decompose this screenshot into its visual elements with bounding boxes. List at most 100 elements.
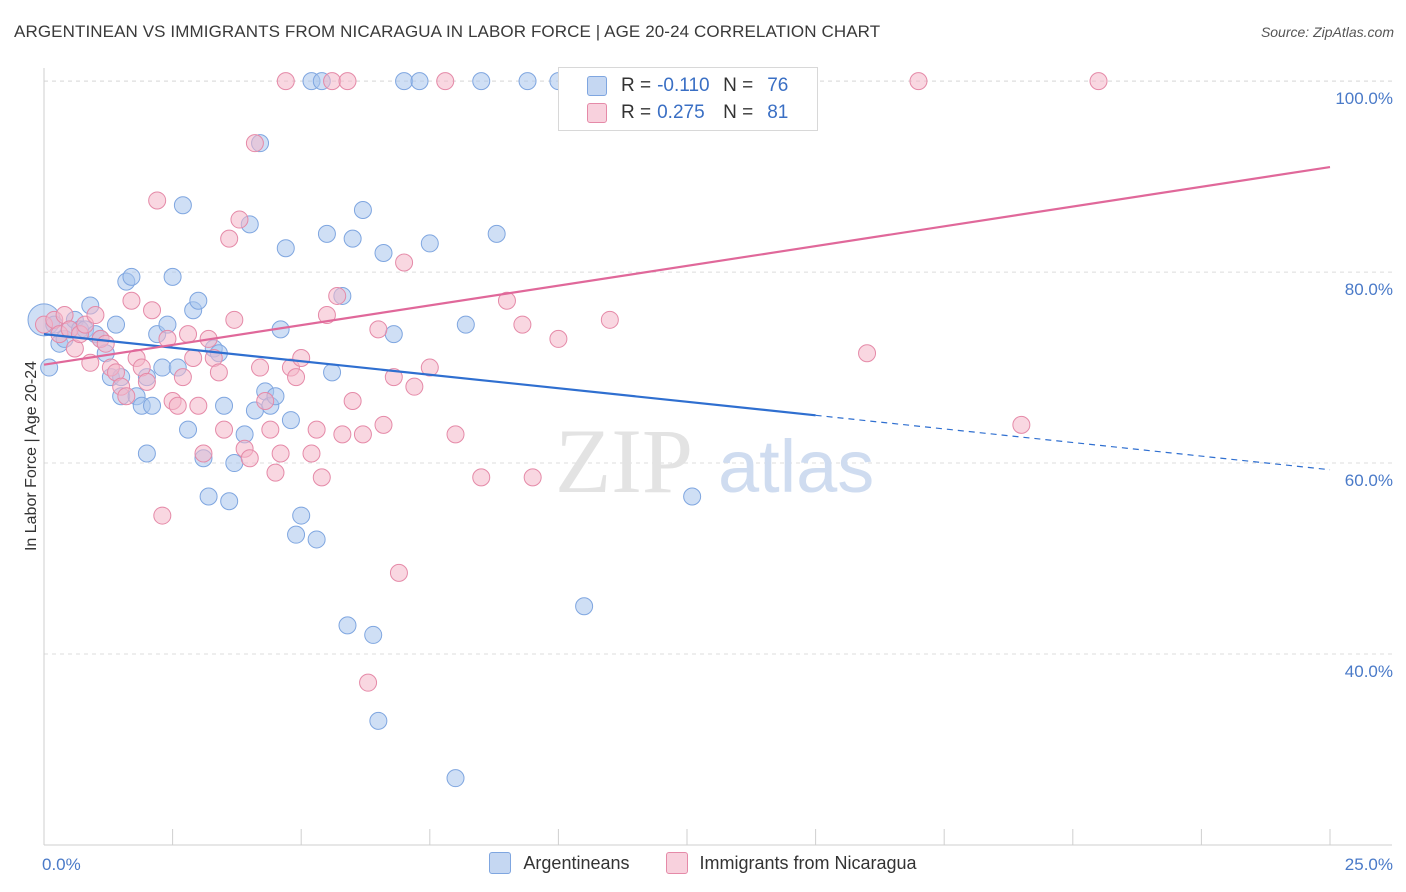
point-argentineans: [384, 325, 403, 344]
point-argentineans: [343, 229, 362, 248]
x-tick-label: 0.0%: [42, 855, 81, 874]
point-nicaragua: [225, 310, 244, 329]
point-argentineans: [225, 454, 244, 473]
point-nicaragua: [317, 306, 336, 325]
point-argentineans: [395, 72, 414, 91]
point-nicaragua: [245, 134, 264, 153]
point-nicaragua: [184, 349, 203, 368]
axes: [43, 68, 1392, 846]
legend-r-key: R =: [621, 75, 652, 96]
point-argentineans: [179, 420, 198, 439]
watermark: ZIP atlas: [555, 410, 874, 512]
point-nicaragua: [389, 563, 408, 582]
point-argentineans: [287, 525, 306, 544]
point-argentineans: [575, 597, 594, 616]
point-nicaragua: [436, 72, 455, 91]
y-tick-label: 80.0%: [1345, 280, 1393, 299]
legend-n-key: N =: [723, 102, 754, 123]
point-nicaragua: [86, 306, 105, 325]
point-argentineans: [122, 267, 141, 286]
point-argentineans: [374, 243, 393, 262]
correlation-legend: R = -0.110 N = 76 R = 0.275 N = 81: [558, 67, 818, 131]
legend-swatch-nicaragua: [587, 103, 607, 123]
point-nicaragua: [858, 344, 877, 363]
series-legend: Argentineans Immigrants from Nicaragua: [0, 852, 1406, 874]
point-nicaragua: [251, 358, 270, 377]
point-nicaragua: [395, 253, 414, 272]
point-nicaragua: [220, 229, 239, 248]
y-tick-label: 60.0%: [1345, 471, 1393, 490]
series-legend-nicaragua: Immigrants from Nicaragua: [665, 852, 917, 874]
point-nicaragua: [276, 72, 295, 91]
watermark-atlas: atlas: [718, 425, 874, 508]
point-nicaragua: [189, 396, 208, 415]
point-argentineans: [323, 363, 342, 382]
point-nicaragua: [148, 191, 167, 210]
legend-r-value: 0.275: [657, 102, 705, 123]
point-nicaragua: [384, 368, 403, 387]
point-argentineans: [317, 224, 336, 243]
point-nicaragua: [333, 425, 352, 444]
point-argentineans: [153, 358, 172, 377]
point-nicaragua: [405, 377, 424, 396]
point-nicaragua: [343, 391, 362, 410]
point-argentineans: [518, 72, 537, 91]
point-argentineans: [143, 396, 162, 415]
point-nicaragua: [153, 506, 172, 525]
watermark-zip: ZIP: [555, 410, 693, 512]
legend-n-value: 81: [767, 102, 789, 123]
point-nicaragua: [173, 368, 192, 387]
series-swatch-nicaragua: [665, 852, 688, 874]
y-tick-label: 100.0%: [1335, 89, 1393, 108]
point-argentineans: [472, 72, 491, 91]
legend-r-value: -0.110: [657, 75, 710, 96]
point-nicaragua: [271, 444, 290, 463]
point-nicaragua: [446, 425, 465, 444]
point-argentineans: [163, 267, 182, 286]
point-nicaragua: [312, 468, 331, 487]
point-argentineans: [137, 444, 156, 463]
point-argentineans: [292, 506, 311, 525]
point-argentineans: [353, 201, 372, 220]
point-argentineans: [107, 315, 126, 334]
point-nicaragua: [215, 420, 234, 439]
point-nicaragua: [374, 415, 393, 434]
data-points: [27, 72, 1108, 788]
y-axis-label: In Labor Force | Age 20-24: [23, 361, 40, 551]
point-nicaragua: [549, 329, 568, 348]
trend-line-argentineans-projection: [815, 414, 1331, 471]
point-nicaragua: [472, 468, 491, 487]
point-nicaragua: [96, 334, 115, 353]
point-argentineans: [446, 769, 465, 788]
legend-swatch-argentineans: [587, 76, 607, 96]
chart-title: ARGENTINEAN VS IMMIGRANTS FROM NICARAGUA…: [14, 22, 881, 41]
point-nicaragua: [359, 673, 378, 692]
point-nicaragua: [143, 301, 162, 320]
source-label: Source: ZipAtlas.com: [1260, 24, 1394, 40]
point-nicaragua: [302, 444, 321, 463]
trend-line-nicaragua: [43, 165, 1331, 366]
point-nicaragua: [256, 391, 275, 410]
point-argentineans: [420, 234, 439, 253]
point-nicaragua: [323, 72, 342, 91]
x-tick-label: 25.0%: [1345, 855, 1393, 874]
point-nicaragua: [307, 420, 326, 439]
point-nicaragua: [369, 320, 388, 339]
point-argentineans: [364, 625, 383, 644]
point-argentineans: [276, 239, 295, 258]
point-argentineans: [369, 711, 388, 730]
point-argentineans: [338, 616, 357, 635]
point-argentineans: [189, 291, 208, 310]
point-nicaragua: [328, 286, 347, 305]
point-nicaragua: [240, 449, 259, 468]
y-tick-label: 40.0%: [1345, 662, 1393, 681]
legend-row-argentineans: R = -0.110 N = 76: [587, 74, 788, 98]
legend-n-key: N =: [723, 75, 754, 96]
series-label-nicaragua: Immigrants from Nicaragua: [699, 852, 917, 873]
point-nicaragua: [497, 291, 516, 310]
legend-n-value: 76: [767, 75, 789, 96]
point-nicaragua: [194, 444, 213, 463]
series-legend-argentineans: Argentineans: [489, 852, 630, 874]
point-nicaragua: [600, 310, 619, 329]
